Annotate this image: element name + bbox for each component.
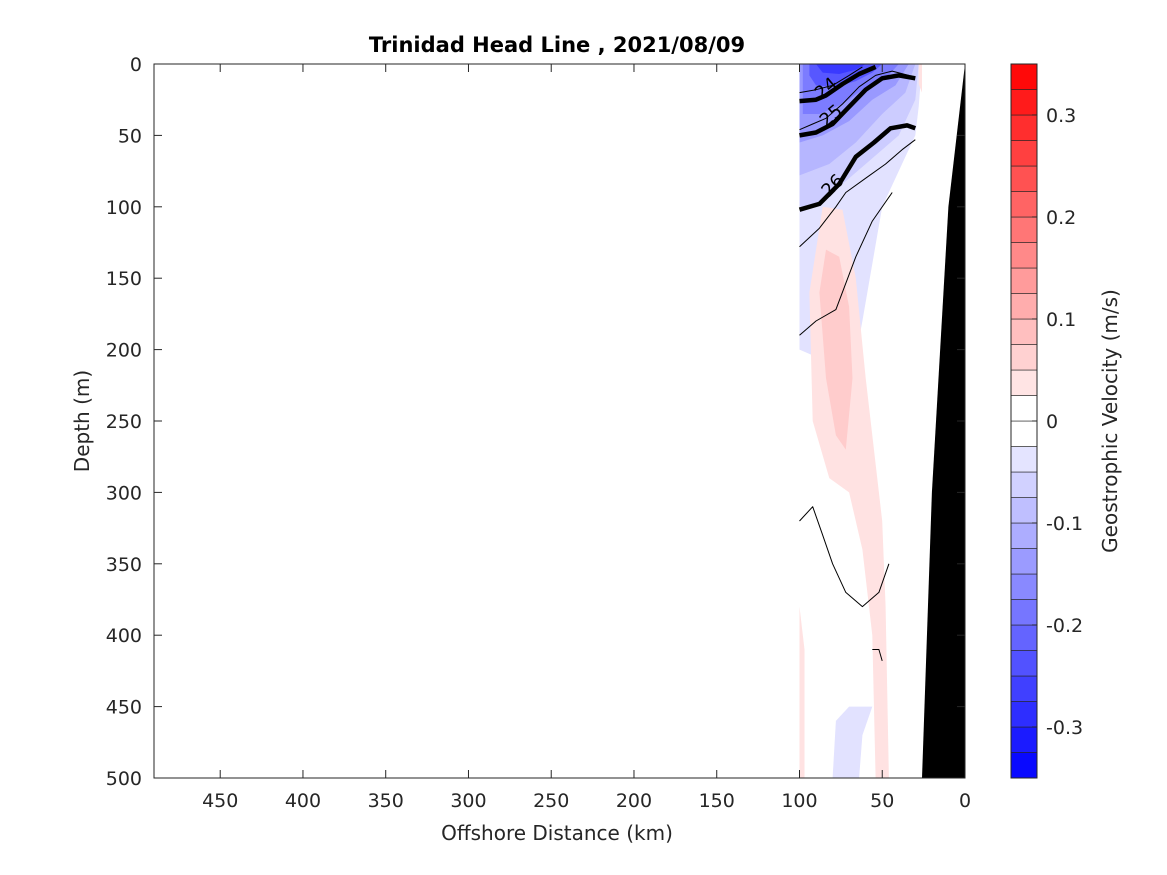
velocity-region-1 — [832, 706, 873, 778]
colorbar-swatch — [1010, 395, 1038, 422]
x-axis: 450 400 350 300 250 200 150 100 50 0 — [202, 64, 971, 812]
colorbar-swatch — [1010, 89, 1038, 116]
colorbar-swatch — [1010, 140, 1038, 167]
colorbar-tick-label: -0.1 — [1046, 513, 1083, 535]
colorbar-tick-label: -0.3 — [1046, 717, 1083, 739]
colorbar-tick-label: 0.3 — [1046, 105, 1076, 127]
x-tick-label: 300 — [450, 790, 486, 812]
colorbar — [1010, 63, 1038, 779]
y-axis: 0 50 100 150 200 250 300 350 400 450 500 — [106, 54, 965, 790]
isopycnal-7 — [799, 506, 890, 608]
y-tick-label: 200 — [106, 340, 142, 362]
isopycnal-8 — [872, 649, 883, 662]
y-tick-label: 400 — [106, 625, 142, 647]
y-tick-label: 150 — [106, 268, 142, 290]
y-tick-label: 0 — [130, 54, 142, 76]
colorbar-tick-label: 0.2 — [1046, 207, 1076, 229]
velocity-region-11 — [799, 606, 805, 778]
isopycnal-6 — [799, 192, 893, 336]
colorbar-swatch — [1010, 114, 1038, 141]
colorbar-swatch — [1010, 267, 1038, 294]
colorbar-swatch — [1010, 216, 1038, 243]
x-tick-label: 0 — [959, 790, 971, 812]
x-tick-label: 250 — [533, 790, 569, 812]
colorbar-swatch — [1010, 63, 1038, 90]
colorbar-swatch — [1010, 726, 1038, 753]
x-tick-label: 150 — [699, 790, 735, 812]
colorbar-swatch — [1010, 165, 1038, 192]
bathymetry — [922, 64, 965, 778]
velocity-region-9 — [918, 64, 922, 93]
x-tick-label: 450 — [202, 790, 238, 812]
isopycnal-3 — [799, 73, 916, 138]
velocity-field — [799, 64, 922, 778]
colorbar-swatch — [1010, 497, 1038, 524]
y-tick-label: 500 — [106, 768, 142, 790]
colorbar-swatch — [1010, 420, 1038, 447]
x-axis-title: Offshore Distance (km) — [441, 821, 673, 845]
colorbar-swatch — [1010, 293, 1038, 320]
colorbar-swatch — [1010, 191, 1038, 218]
x-tick-label: 50 — [870, 790, 894, 812]
isopycnal-1 — [799, 64, 877, 104]
colorbar-swatch — [1010, 675, 1038, 702]
x-tick-label: 350 — [368, 790, 404, 812]
y-tick-label: 300 — [106, 482, 142, 504]
colorbar-swatch — [1010, 701, 1038, 728]
colorbar-swatch — [1010, 548, 1038, 575]
isopycnal-2 — [799, 70, 909, 131]
colorbar-swatch — [1010, 624, 1038, 651]
colorbar-swatch — [1010, 471, 1038, 498]
velocity-region-2 — [869, 149, 889, 222]
colorbar-swatch — [1010, 650, 1038, 677]
isopycnal-5 — [799, 139, 916, 248]
colorbar-tick-label: -0.2 — [1046, 615, 1083, 637]
colorbar-swatch — [1010, 369, 1038, 396]
velocity-region-8 — [816, 64, 866, 74]
velocity-region-12 — [819, 249, 853, 450]
colorbar-swatch — [1010, 599, 1038, 626]
isopycnal-contours — [798, 64, 917, 662]
y-tick-label: 450 — [106, 697, 142, 719]
y-axis-title: Depth (m) — [70, 370, 94, 472]
isopycnal-4 — [798, 123, 917, 212]
colorbar-swatch — [1010, 318, 1038, 345]
x-tick-label: 100 — [781, 790, 817, 812]
x-tick-label: 200 — [616, 790, 652, 812]
colorbar-swatch — [1010, 446, 1038, 473]
colorbar-swatch — [1010, 242, 1038, 269]
colorbar-swatch — [1010, 344, 1038, 371]
colorbar-axis: -0.3 -0.2 -0.1 0 0.1 0.2 0.3 — [1032, 105, 1083, 739]
y-tick-label: 100 — [106, 197, 142, 219]
colorbar-swatch — [1010, 522, 1038, 549]
colorbar-title: Geostrophic Velocity (m/s) — [1098, 289, 1122, 553]
seafloor — [922, 64, 965, 778]
x-tick-label: 400 — [285, 790, 321, 812]
y-tick-label: 250 — [106, 411, 142, 433]
isopycnal-0 — [799, 66, 863, 94]
y-tick-label: 350 — [106, 554, 142, 576]
colorbar-swatch — [1010, 573, 1038, 600]
colorbar-tick-label: 0.1 — [1046, 309, 1076, 331]
colorbar-swatch — [1010, 752, 1038, 779]
chart-title: Trinidad Head Line , 2021/08/09 — [369, 33, 745, 57]
colorbar-tick-label: 0 — [1046, 411, 1058, 433]
y-tick-label: 50 — [118, 125, 142, 147]
